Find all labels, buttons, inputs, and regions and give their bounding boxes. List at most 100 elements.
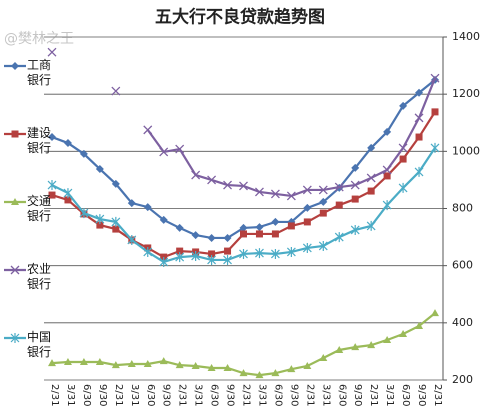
x-tick-label: 2/31 [113, 384, 124, 406]
y-tick-label: 600 [452, 259, 473, 272]
legend-marker [11, 198, 19, 205]
marker [111, 179, 120, 188]
marker [63, 357, 72, 365]
marker [271, 217, 280, 226]
marker [303, 203, 312, 212]
marker [159, 357, 168, 365]
x-tick-label: 3/31 [320, 384, 331, 406]
marker [175, 223, 184, 232]
marker [255, 223, 264, 232]
marker [270, 189, 280, 199]
legend-label: 农业银行 [27, 262, 52, 291]
marker [335, 201, 343, 209]
series-line [146, 77, 437, 198]
marker [95, 214, 105, 225]
marker [191, 170, 201, 180]
marker [64, 196, 72, 204]
x-tick-label: 9/30 [161, 384, 172, 406]
marker [287, 222, 295, 230]
marker [303, 218, 311, 226]
y-tick-label: 1400 [452, 30, 480, 43]
marker [271, 369, 280, 377]
marker [48, 359, 56, 367]
x-tick-label: 2/31 [368, 384, 379, 406]
x-tick-label: 9/30 [416, 384, 427, 406]
x-tick-label: 3/31 [384, 384, 395, 406]
x-tick-label: 3/31 [256, 384, 267, 406]
marker [239, 223, 248, 232]
marker [367, 143, 376, 152]
marker [159, 147, 169, 157]
marker [48, 133, 56, 142]
x-tick-label: 9/30 [288, 384, 299, 406]
marker [319, 353, 328, 361]
marker [47, 180, 57, 191]
marker [286, 246, 296, 257]
marker [286, 191, 296, 201]
marker [350, 224, 360, 235]
x-tick-label: 3/31 [193, 384, 204, 406]
marker [159, 256, 169, 267]
marker [319, 209, 327, 217]
x-tick-label: 9/30 [97, 384, 108, 406]
marker [334, 182, 344, 192]
marker [95, 165, 104, 174]
marker [398, 182, 408, 193]
marker [175, 252, 185, 263]
marker [367, 341, 376, 349]
marker [207, 233, 216, 242]
marker [318, 240, 328, 251]
marker [431, 309, 439, 317]
marker [111, 216, 121, 227]
x-tick-label: 6/30 [400, 384, 411, 406]
marker [79, 149, 88, 158]
marker [255, 230, 263, 238]
marker [95, 357, 104, 365]
y-tick-label: 400 [452, 316, 473, 329]
marker [255, 371, 264, 379]
series-line [51, 147, 436, 264]
legend-marker [10, 333, 20, 343]
legend-label: 交通银行 [27, 194, 52, 223]
marker [207, 363, 216, 371]
marker [367, 187, 375, 195]
marker [79, 357, 88, 365]
marker [414, 166, 424, 177]
marker [366, 173, 376, 183]
marker [223, 363, 232, 371]
marker [430, 73, 440, 83]
marker [127, 359, 136, 367]
series-line [51, 312, 436, 377]
x-tick-label: 2/31 [432, 384, 443, 406]
marker [270, 248, 280, 259]
marker [175, 361, 184, 369]
marker [382, 200, 392, 211]
marker [350, 180, 360, 190]
marker [175, 144, 185, 154]
marker [143, 359, 152, 367]
marker [399, 329, 408, 337]
marker [223, 254, 232, 265]
watermark: @樊林之王 [4, 31, 74, 47]
marker [415, 88, 424, 97]
marker [302, 242, 312, 253]
marker [254, 187, 264, 197]
marker [399, 101, 408, 110]
marker [143, 246, 153, 257]
marker [239, 181, 248, 191]
marker [127, 199, 136, 208]
marker [351, 343, 360, 351]
marker [398, 143, 408, 153]
marker [191, 361, 200, 369]
marker [383, 335, 392, 343]
x-tick-label: 6/30 [272, 384, 283, 406]
legend-label: 中国银行 [27, 330, 52, 359]
marker [47, 47, 57, 57]
marker [111, 86, 121, 96]
y-tick-label: 200 [452, 373, 473, 386]
x-tick-label: 3/31 [65, 384, 76, 406]
marker [414, 113, 424, 123]
legend-label: 工商银行 [27, 58, 52, 87]
marker [223, 180, 233, 190]
